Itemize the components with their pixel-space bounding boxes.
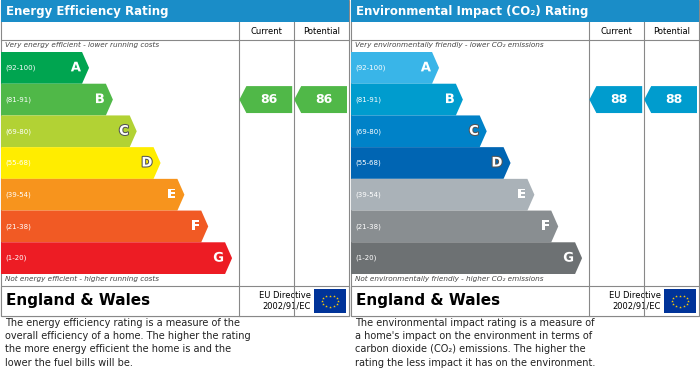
Text: Potential: Potential <box>303 27 340 36</box>
Text: A: A <box>421 61 431 74</box>
Text: (69-80): (69-80) <box>355 128 381 135</box>
Text: 88: 88 <box>610 93 627 106</box>
Text: Very energy efficient - lower running costs: Very energy efficient - lower running co… <box>5 42 159 48</box>
Polygon shape <box>589 86 642 113</box>
Text: E: E <box>517 188 526 201</box>
Text: The environmental impact rating is a measure of
a home's impact on the environme: The environmental impact rating is a mea… <box>355 318 596 368</box>
Polygon shape <box>351 179 534 211</box>
Text: 86: 86 <box>260 93 277 106</box>
Polygon shape <box>1 52 89 84</box>
Text: (55-68): (55-68) <box>355 160 381 166</box>
FancyBboxPatch shape <box>314 289 346 313</box>
Polygon shape <box>1 84 113 115</box>
Polygon shape <box>351 52 439 84</box>
Text: B: B <box>94 93 105 106</box>
Polygon shape <box>1 179 184 211</box>
Text: A: A <box>71 61 81 74</box>
Text: The energy efficiency rating is a measure of the
overall efficiency of a home. T: The energy efficiency rating is a measur… <box>5 318 251 368</box>
Polygon shape <box>351 211 558 242</box>
Text: (39-54): (39-54) <box>355 192 381 198</box>
Text: Not environmentally friendly - higher CO₂ emissions: Not environmentally friendly - higher CO… <box>355 276 543 282</box>
Text: Very environmentally friendly - lower CO₂ emissions: Very environmentally friendly - lower CO… <box>355 42 544 48</box>
Text: F: F <box>191 220 200 233</box>
Text: (1-20): (1-20) <box>355 255 377 262</box>
Text: EU Directive
2002/91/EC: EU Directive 2002/91/EC <box>609 291 661 311</box>
Text: C: C <box>469 125 479 138</box>
Text: 86: 86 <box>315 93 332 106</box>
Polygon shape <box>351 84 463 115</box>
Polygon shape <box>294 86 347 113</box>
FancyBboxPatch shape <box>1 0 349 316</box>
FancyBboxPatch shape <box>1 286 349 316</box>
Text: G: G <box>564 252 574 265</box>
Polygon shape <box>1 147 160 179</box>
FancyBboxPatch shape <box>351 0 699 316</box>
Text: (55-68): (55-68) <box>5 160 31 166</box>
Text: (1-20): (1-20) <box>5 255 27 262</box>
FancyBboxPatch shape <box>1 0 349 22</box>
Polygon shape <box>1 211 208 242</box>
Text: F: F <box>541 220 550 233</box>
Text: (81-91): (81-91) <box>355 96 381 103</box>
Text: England & Wales: England & Wales <box>6 294 150 308</box>
Text: (21-38): (21-38) <box>5 223 31 230</box>
Text: England & Wales: England & Wales <box>356 294 500 308</box>
FancyBboxPatch shape <box>351 286 699 316</box>
Text: D: D <box>491 156 503 170</box>
Text: Not energy efficient - higher running costs: Not energy efficient - higher running co… <box>5 276 159 282</box>
Text: Current: Current <box>601 27 633 36</box>
Text: Energy Efficiency Rating: Energy Efficiency Rating <box>6 5 169 18</box>
Text: C: C <box>119 125 129 138</box>
Text: (69-80): (69-80) <box>5 128 31 135</box>
Text: D: D <box>141 156 153 170</box>
Text: G: G <box>214 252 224 265</box>
Text: (39-54): (39-54) <box>5 192 31 198</box>
Text: (92-100): (92-100) <box>355 65 386 71</box>
Polygon shape <box>1 242 232 274</box>
Text: Environmental Impact (CO₂) Rating: Environmental Impact (CO₂) Rating <box>356 5 589 18</box>
Text: 88: 88 <box>665 93 682 106</box>
Text: (92-100): (92-100) <box>5 65 36 71</box>
Text: B: B <box>444 93 455 106</box>
Polygon shape <box>239 86 292 113</box>
Polygon shape <box>351 242 582 274</box>
Polygon shape <box>1 115 136 147</box>
Polygon shape <box>351 147 510 179</box>
Text: E: E <box>167 188 176 201</box>
Polygon shape <box>644 86 697 113</box>
Text: (81-91): (81-91) <box>5 96 31 103</box>
Text: EU Directive
2002/91/EC: EU Directive 2002/91/EC <box>259 291 311 311</box>
Text: Current: Current <box>251 27 283 36</box>
FancyBboxPatch shape <box>351 0 699 22</box>
Text: (21-38): (21-38) <box>355 223 381 230</box>
Polygon shape <box>351 115 486 147</box>
Text: Potential: Potential <box>653 27 690 36</box>
FancyBboxPatch shape <box>664 289 696 313</box>
